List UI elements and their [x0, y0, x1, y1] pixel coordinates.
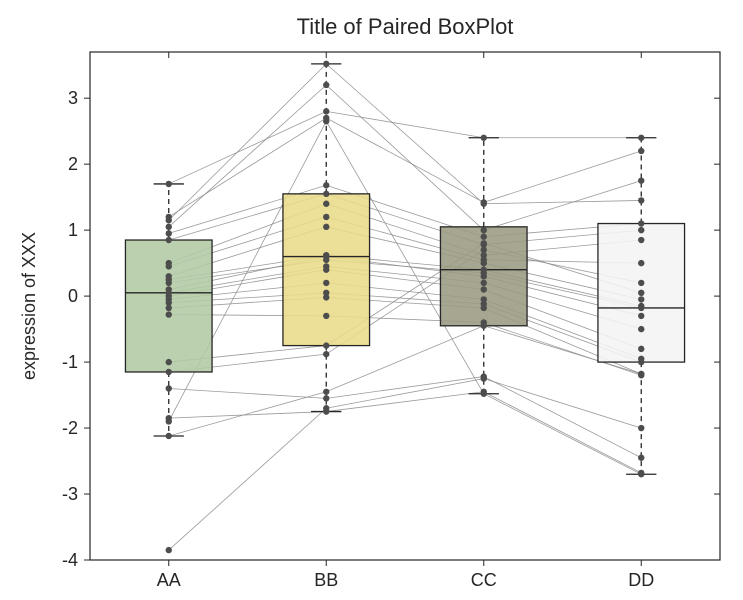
chart-title: Title of Paired BoxPlot — [297, 14, 514, 39]
ytick-label: 0 — [68, 286, 78, 306]
xtick-label: CC — [471, 570, 497, 590]
ytick-label: -2 — [62, 418, 78, 438]
ytick-label: -1 — [62, 352, 78, 372]
ytick-label: 3 — [68, 88, 78, 108]
paired-boxplot-chart: -4 -3 -2 -1 0 1 2 3 AA BB CC DD Title of Paired BoxP… — [0, 0, 743, 600]
y-axis-label: expression of XXX — [19, 232, 39, 380]
xtick-label: DD — [628, 570, 654, 590]
xtick-label: BB — [314, 570, 338, 590]
xtick-label: AA — [157, 570, 181, 590]
ytick-label: 2 — [68, 154, 78, 174]
ytick-label: -4 — [62, 550, 78, 570]
ytick-label: -3 — [62, 484, 78, 504]
ytick-label: 1 — [68, 220, 78, 240]
